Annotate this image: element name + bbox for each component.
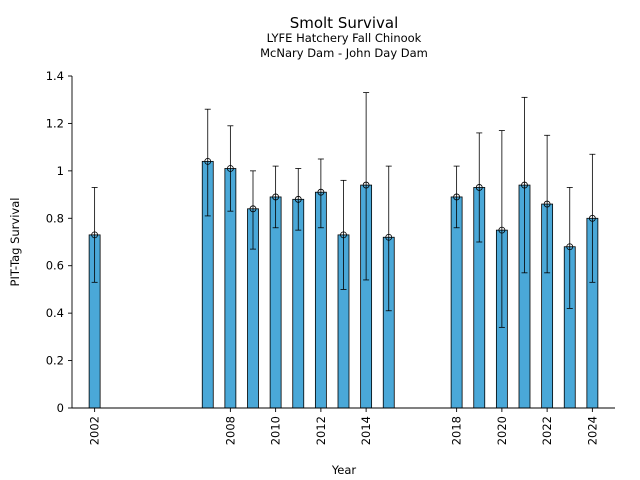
- point-marker-2021: [521, 181, 528, 189]
- point-marker-2009: [249, 205, 257, 213]
- x-tick-label: 2022: [540, 416, 554, 445]
- axes-layer: 0 0.2 0.4 0.6 0.8 1 1.2 1.4 2002 2008 2010 2012 2014…: [46, 69, 615, 445]
- chart-subtitle-line-2: McNary Dam - John Day Dam: [260, 46, 428, 60]
- point-marker-2010: [272, 193, 280, 201]
- point-marker-2014: [362, 181, 370, 189]
- x-tick-label: 2008: [223, 416, 237, 445]
- x-axis-label: Year: [331, 463, 357, 477]
- x-tick-label: 2018: [450, 416, 464, 445]
- bar-2018: [450, 196, 463, 409]
- point-marker-2002: [91, 231, 99, 239]
- y-tick-label: 1: [57, 164, 64, 178]
- y-tick-label: 1.4: [46, 69, 64, 83]
- point-marker-2015: [385, 233, 393, 241]
- error-bars-layer: [91, 92, 596, 328]
- point-marker-2023: [566, 243, 574, 251]
- y-tick-label: 0: [57, 401, 64, 415]
- x-tick-label: 2002: [88, 416, 102, 445]
- point-marker-2012: [317, 188, 325, 196]
- y-tick-label: 1.2: [46, 116, 64, 130]
- x-tick-label: 2014: [359, 416, 373, 445]
- y-tick-label: 0.6: [46, 259, 64, 273]
- y-axis-label: PIT-Tag Survival: [8, 198, 22, 287]
- point-marker-2013: [340, 231, 347, 239]
- point-marker-2020: [498, 226, 506, 234]
- point-marker-2011: [294, 195, 302, 203]
- point-marker-2019: [475, 184, 483, 191]
- x-tick-label: 2012: [314, 416, 328, 445]
- y-tick-label: 0.4: [46, 306, 64, 320]
- chart-subtitle-line-1: LYFE Hatchery Fall Chinook: [267, 31, 422, 45]
- point-marker-2008: [226, 165, 234, 172]
- y-tick-label: 0.2: [46, 354, 64, 368]
- x-tick-label: 2024: [585, 416, 599, 445]
- x-tick-label: 2020: [495, 416, 509, 445]
- x-tick-label: 2010: [269, 416, 283, 445]
- bar-2011: [292, 198, 305, 409]
- bar-2010: [269, 196, 282, 409]
- point-marker-2007: [204, 157, 212, 165]
- y-tick-label: 0.8: [46, 211, 64, 225]
- point-marker-2024: [588, 214, 596, 222]
- point-marker-2018: [453, 193, 461, 201]
- chart-title: Smolt Survival: [290, 14, 399, 32]
- point-marker-2022: [543, 200, 551, 208]
